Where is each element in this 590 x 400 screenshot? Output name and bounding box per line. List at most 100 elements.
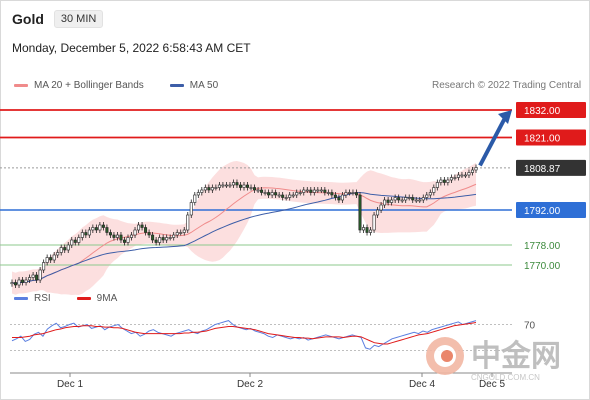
svg-text:CNGOLD.COM.CN: CNGOLD.COM.CN [471, 373, 540, 382]
candle-body [70, 239, 74, 246]
candle-body [253, 187, 257, 191]
candle-body [267, 192, 271, 196]
candle-body [256, 189, 260, 192]
candle-body [179, 232, 183, 234]
rsi-legend: RSI 9MA [14, 293, 117, 304]
candle-body [295, 192, 299, 196]
candle-body [442, 179, 446, 183]
candle-body [52, 254, 56, 261]
candle-body [17, 279, 21, 286]
candle-body [193, 194, 197, 203]
ma20-line [11, 183, 477, 285]
candle-body [400, 199, 404, 202]
candle-body [369, 229, 373, 233]
candle-body [80, 232, 84, 238]
candle-body [203, 187, 207, 191]
candle-body [372, 214, 376, 231]
chart-header: Gold 30 MIN [12, 10, 104, 28]
candle-body [98, 224, 102, 231]
level-label-5: 1770.00 [524, 261, 561, 272]
candle-body [73, 239, 77, 243]
ma50-swatch [169, 84, 184, 87]
candle-body [77, 237, 81, 243]
rsi-legend-label: RSI [34, 293, 51, 304]
candle-body [242, 184, 246, 188]
datetime-stamp: Monday, December 5, 2022 6:58:43 AM CET [12, 41, 251, 55]
candle-body [210, 187, 214, 191]
candle-body [305, 189, 309, 192]
candle-body [404, 197, 408, 201]
candle-body [231, 182, 235, 186]
rsi-swatch [14, 297, 28, 300]
candle-body [358, 194, 362, 231]
candle-body [365, 227, 369, 233]
candle-body [298, 192, 302, 194]
candle-body [362, 227, 366, 231]
candle-body [126, 237, 130, 243]
credit-text: Research © 2022 Trading Central [432, 80, 582, 91]
candle-body [200, 189, 204, 193]
forecast-arrow-shaft [478, 115, 508, 167]
candle-body [470, 169, 474, 173]
level-label-3: 1792.00 [524, 206, 561, 217]
candle-body [288, 194, 292, 198]
candle-body [386, 199, 390, 203]
price-legend: MA 20 + Bollinger Bands MA 50 [14, 80, 218, 91]
candle-body [319, 189, 323, 192]
level-label-0: 1832.00 [524, 106, 561, 117]
candle-body [59, 247, 63, 253]
svg-text:中金网: 中金网 [471, 339, 561, 373]
level-label-2: 1808.87 [524, 164, 561, 175]
candle-body [10, 282, 14, 285]
candle-body [337, 197, 341, 201]
level-label-4: 1778.00 [524, 241, 561, 252]
timeframe-badge[interactable]: 30 MIN [53, 10, 104, 28]
candle-body [456, 174, 460, 178]
candle-body [379, 204, 383, 211]
level-tag-2 [516, 159, 586, 176]
candle-body [425, 194, 429, 198]
candle-body [351, 192, 355, 194]
candle-body [309, 189, 313, 193]
candle-body [112, 234, 116, 238]
candle-body [428, 192, 432, 196]
instrument-title: Gold [12, 11, 44, 27]
candle-body [105, 227, 109, 233]
candle-body [172, 234, 176, 238]
candle-body [435, 182, 439, 188]
candle-body [140, 224, 144, 228]
level-tag-3 [516, 202, 586, 218]
candle-body [393, 197, 397, 201]
candle-body [147, 232, 151, 236]
candle-body [463, 174, 467, 177]
candle-body [316, 189, 320, 192]
candle-body [165, 237, 169, 241]
candle-body [449, 177, 453, 181]
rsi-ma-swatch [76, 297, 91, 300]
candle-body [439, 179, 443, 183]
candle-body [31, 274, 35, 278]
candle-body [453, 177, 457, 179]
candle-body [108, 232, 112, 236]
candle-body [158, 237, 162, 243]
x-tick-label-2: Dec 4 [409, 379, 436, 390]
candle-body [397, 197, 401, 201]
candle-body [263, 192, 267, 194]
candle-body [144, 227, 148, 233]
candle-body [330, 192, 334, 196]
candle-body [383, 199, 387, 206]
candle-body [235, 182, 239, 186]
candle-body [390, 199, 394, 203]
candle-body [354, 192, 358, 196]
candle-body [207, 187, 211, 191]
candle-body [63, 247, 67, 251]
watermark-logo: 中金网 CNGOLD.COM.CN [426, 337, 561, 382]
level-tag-0 [516, 102, 586, 118]
candle-body [421, 197, 425, 201]
candle-body [91, 227, 95, 231]
candle-body [270, 192, 274, 196]
candle-body [151, 234, 155, 241]
candle-body [474, 167, 478, 171]
candle-body [326, 192, 330, 194]
